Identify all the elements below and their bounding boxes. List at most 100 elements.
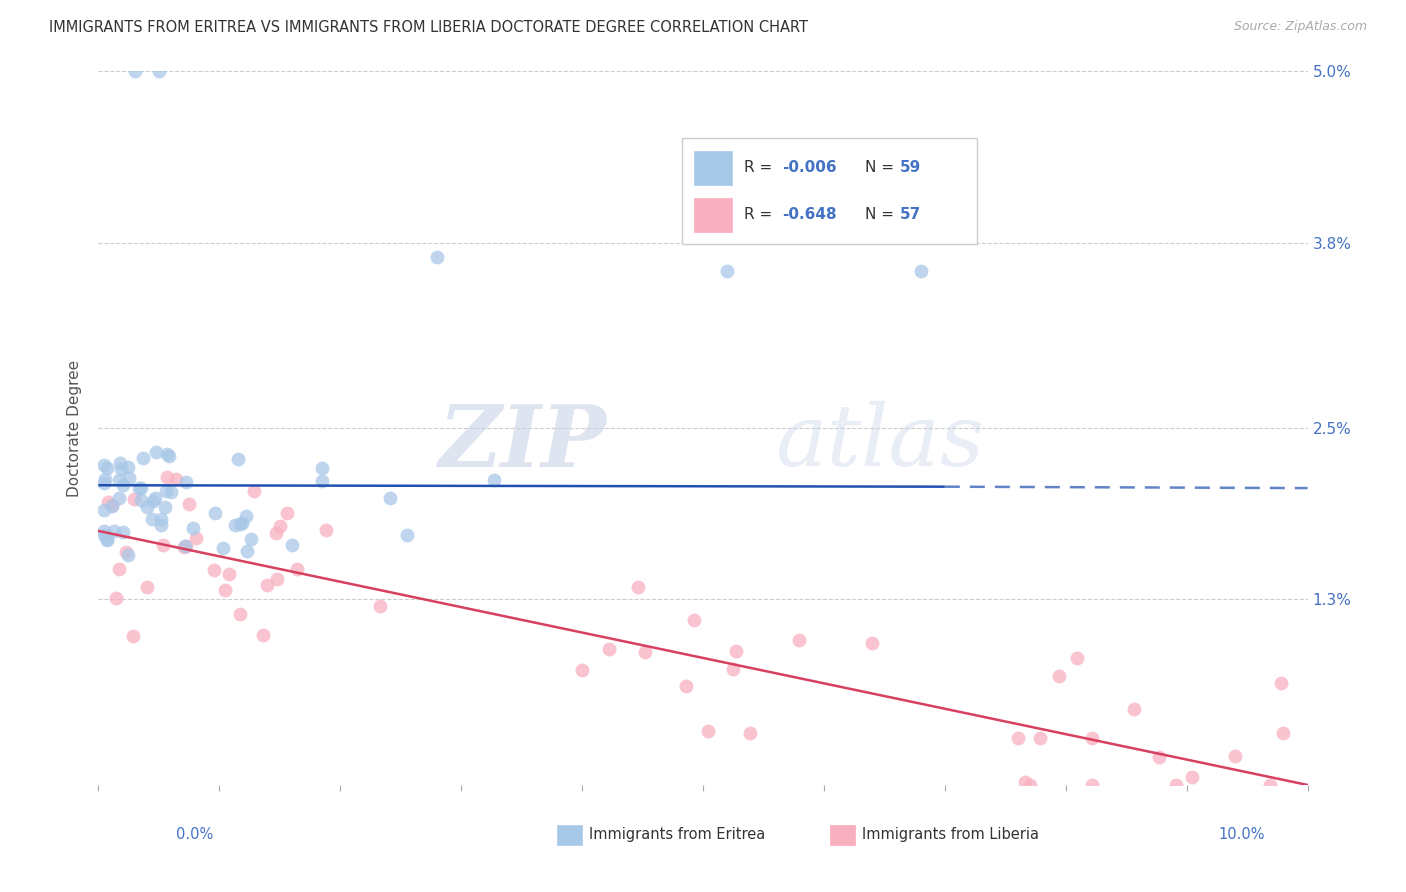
Point bbox=[571, 663, 593, 677]
Point bbox=[1019, 778, 1042, 792]
Y-axis label: Doctorate Degree: Doctorate Degree bbox=[67, 359, 83, 497]
Point bbox=[93, 503, 115, 517]
Text: N =: N = bbox=[865, 161, 898, 175]
Point bbox=[202, 563, 225, 577]
Point bbox=[236, 544, 259, 558]
Point bbox=[174, 539, 197, 553]
FancyBboxPatch shape bbox=[695, 197, 733, 232]
Point bbox=[787, 633, 810, 648]
Point bbox=[224, 517, 246, 532]
Text: R =: R = bbox=[744, 207, 778, 222]
Point bbox=[96, 461, 118, 475]
Point bbox=[157, 449, 180, 463]
Point bbox=[860, 636, 883, 650]
Point bbox=[910, 264, 932, 278]
Point bbox=[143, 491, 166, 505]
Point bbox=[315, 523, 337, 537]
Point bbox=[148, 64, 170, 78]
Point bbox=[1066, 651, 1088, 665]
Point bbox=[153, 500, 176, 514]
Text: N =: N = bbox=[865, 207, 898, 222]
Text: Source: ZipAtlas.com: Source: ZipAtlas.com bbox=[1233, 20, 1367, 33]
Point bbox=[264, 525, 287, 540]
Point bbox=[1007, 731, 1029, 745]
Text: Immigrants from Eritrea: Immigrants from Eritrea bbox=[589, 827, 766, 841]
Text: 57: 57 bbox=[900, 207, 921, 222]
Point bbox=[1028, 731, 1050, 745]
Point bbox=[1181, 771, 1204, 785]
Point bbox=[1149, 749, 1171, 764]
Point bbox=[1047, 669, 1070, 683]
FancyBboxPatch shape bbox=[695, 151, 733, 185]
FancyBboxPatch shape bbox=[682, 138, 977, 244]
Point bbox=[218, 566, 240, 581]
Point bbox=[231, 516, 253, 530]
Point bbox=[135, 500, 157, 514]
Point bbox=[226, 451, 249, 466]
Point bbox=[94, 473, 117, 487]
Point bbox=[239, 532, 262, 546]
Point bbox=[1014, 775, 1036, 789]
Point bbox=[1123, 702, 1146, 716]
Point bbox=[426, 250, 449, 264]
Point bbox=[174, 539, 197, 553]
Point bbox=[311, 461, 333, 475]
Point bbox=[107, 491, 129, 505]
Point bbox=[117, 460, 139, 475]
Point bbox=[93, 528, 115, 542]
Point bbox=[141, 511, 163, 525]
Point bbox=[132, 451, 155, 466]
Point bbox=[252, 627, 274, 641]
Point bbox=[112, 524, 135, 539]
Point bbox=[269, 519, 291, 533]
Point bbox=[150, 511, 173, 525]
Point bbox=[150, 518, 173, 533]
Point bbox=[156, 470, 179, 484]
Point bbox=[380, 491, 402, 506]
Point bbox=[107, 473, 129, 487]
Point bbox=[114, 545, 136, 559]
Point bbox=[721, 662, 744, 676]
Point bbox=[740, 726, 762, 740]
Point bbox=[117, 548, 139, 562]
Point bbox=[1258, 778, 1281, 792]
Point bbox=[724, 644, 747, 658]
Point bbox=[181, 521, 204, 535]
Point bbox=[1270, 675, 1292, 690]
Point bbox=[697, 723, 720, 738]
Point bbox=[229, 607, 252, 621]
Point bbox=[1081, 778, 1104, 792]
Point bbox=[1081, 731, 1104, 746]
Point bbox=[396, 527, 419, 541]
Point bbox=[93, 524, 115, 539]
Point bbox=[311, 474, 333, 488]
Point bbox=[124, 64, 146, 78]
Point bbox=[682, 613, 704, 627]
Text: R =: R = bbox=[744, 161, 778, 175]
Point bbox=[716, 264, 738, 278]
Point bbox=[235, 509, 257, 524]
Point bbox=[152, 537, 174, 551]
Point bbox=[118, 471, 141, 485]
Point bbox=[107, 562, 129, 576]
Point bbox=[142, 494, 165, 508]
Point bbox=[160, 485, 183, 500]
Point bbox=[122, 491, 145, 506]
Point bbox=[145, 445, 167, 459]
Point bbox=[1271, 726, 1294, 740]
Text: 59: 59 bbox=[900, 161, 921, 175]
Point bbox=[136, 580, 159, 594]
Text: 0.0%: 0.0% bbox=[176, 827, 212, 841]
Point bbox=[96, 533, 118, 548]
Point bbox=[97, 495, 120, 509]
Point bbox=[368, 599, 391, 614]
Point bbox=[128, 481, 150, 495]
Text: IMMIGRANTS FROM ERITREA VS IMMIGRANTS FROM LIBERIA DOCTORATE DEGREE CORRELATION : IMMIGRANTS FROM ERITREA VS IMMIGRANTS FR… bbox=[49, 20, 808, 35]
Point bbox=[214, 583, 236, 598]
Point bbox=[96, 533, 118, 547]
Text: ZIP: ZIP bbox=[439, 401, 606, 484]
Point bbox=[627, 580, 650, 594]
Point bbox=[204, 506, 226, 520]
Point bbox=[256, 578, 278, 592]
Point bbox=[675, 679, 697, 693]
